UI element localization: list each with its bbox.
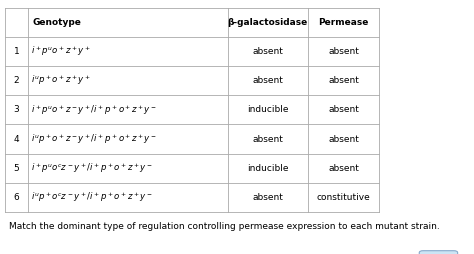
Text: $i^u p^+ o^+ z^- y^+ / i^+ p^+ o^+ z^+ y^-$: $i^u p^+ o^+ z^- y^+ / i^+ p^+ o^+ z^+ y… (31, 132, 157, 146)
Text: inducible: inducible (247, 105, 289, 114)
Text: Permease: Permease (319, 18, 369, 27)
Text: 3: 3 (14, 105, 19, 114)
Text: Match the dominant type of regulation controlling permease expression to each mu: Match the dominant type of regulation co… (9, 222, 440, 231)
Text: 4: 4 (14, 135, 19, 144)
Text: $i^+ p^u o^+ z^- y^+ / i^+ p^+ o^+ z^+ y^-$: $i^+ p^u o^+ z^- y^+ / i^+ p^+ o^+ z^+ y… (31, 103, 157, 117)
Text: $i^u p^+ o^c z^- y^+ / i^+ p^+ o^+ z^+ y^-$: $i^u p^+ o^c z^- y^+ / i^+ p^+ o^+ z^+ y… (31, 191, 153, 204)
Text: absent: absent (328, 47, 359, 56)
Text: $i^u p^+ o^+ z^+ y^+$: $i^u p^+ o^+ z^+ y^+$ (31, 74, 91, 87)
Text: Genotype: Genotype (32, 18, 81, 27)
Text: 5: 5 (14, 164, 19, 173)
Text: constitutive: constitutive (317, 193, 371, 202)
Text: absent: absent (252, 76, 283, 85)
Text: $i^+ p^u o^c z^- y^+ / i^+ p^+ o^+ z^+ y^-$: $i^+ p^u o^c z^- y^+ / i^+ p^+ o^+ z^+ y… (31, 162, 153, 175)
FancyBboxPatch shape (419, 251, 457, 254)
Text: absent: absent (328, 164, 359, 173)
Text: $i^+p^u o^+ z^+ y^+$: $i^+p^u o^+ z^+ y^+$ (31, 45, 91, 58)
Text: absent: absent (328, 135, 359, 144)
Text: absent: absent (252, 135, 283, 144)
Text: inducible: inducible (247, 164, 289, 173)
Text: 1: 1 (14, 47, 19, 56)
Text: absent: absent (252, 47, 283, 56)
Text: absent: absent (252, 193, 283, 202)
Text: 2: 2 (14, 76, 19, 85)
Text: absent: absent (328, 76, 359, 85)
Text: β-galactosidase: β-galactosidase (228, 18, 308, 27)
Text: absent: absent (328, 105, 359, 114)
Text: 6: 6 (14, 193, 19, 202)
